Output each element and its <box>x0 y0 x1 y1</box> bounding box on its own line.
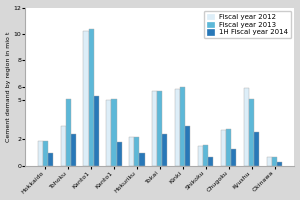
Bar <box>185 126 190 166</box>
Bar <box>43 141 48 166</box>
Bar <box>244 88 249 166</box>
Bar <box>134 137 140 166</box>
Bar <box>277 162 282 166</box>
Bar <box>94 96 99 166</box>
Bar <box>221 130 226 166</box>
Bar <box>208 157 213 166</box>
Bar <box>83 31 88 166</box>
Bar <box>70 134 76 166</box>
Bar <box>61 126 66 166</box>
Bar <box>38 141 43 166</box>
Legend: Fiscal year 2012, Fiscal year 2013, 1H Fiscal year 2014: Fiscal year 2012, Fiscal year 2013, 1H F… <box>204 11 291 38</box>
Bar <box>203 145 208 166</box>
Bar <box>267 157 272 166</box>
Bar <box>88 29 94 166</box>
Bar <box>116 142 122 166</box>
Bar <box>129 137 134 166</box>
Y-axis label: Cement demand by region in mio t: Cement demand by region in mio t <box>6 32 10 142</box>
Bar <box>66 99 70 166</box>
Bar <box>162 134 167 166</box>
Bar <box>152 91 158 166</box>
Bar <box>106 100 112 166</box>
Bar <box>254 132 259 166</box>
Bar <box>48 153 53 166</box>
Bar <box>272 157 277 166</box>
Bar <box>226 129 231 166</box>
Bar <box>112 99 116 166</box>
Bar <box>231 149 236 166</box>
Bar <box>158 91 162 166</box>
Bar <box>249 99 254 166</box>
Bar <box>180 87 185 166</box>
Bar <box>175 89 180 166</box>
Bar <box>198 146 203 166</box>
Bar <box>140 153 145 166</box>
